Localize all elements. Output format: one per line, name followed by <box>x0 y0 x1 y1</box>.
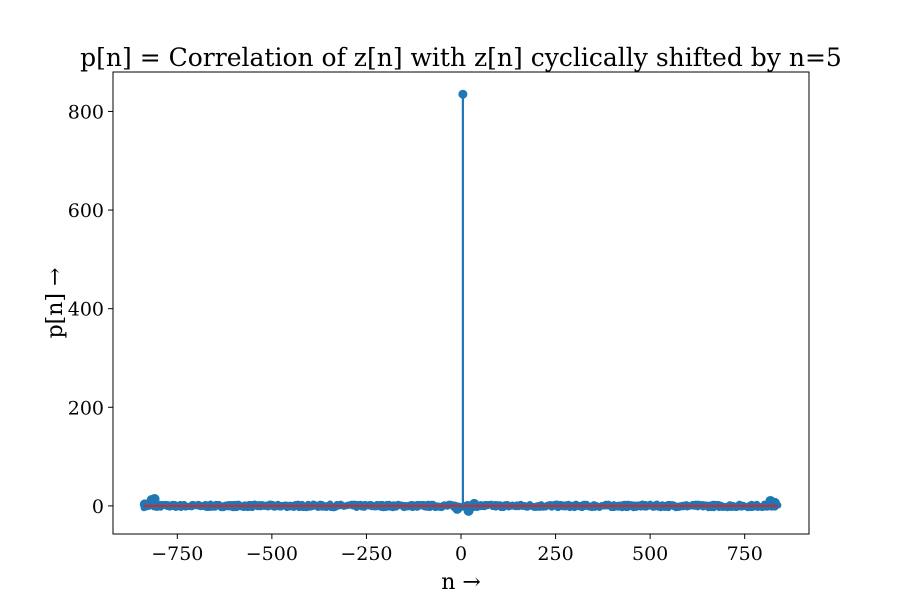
x-tick-label: −750 <box>151 543 203 565</box>
y-tick-label: 800 <box>68 101 104 123</box>
x-tick-label: −500 <box>246 543 298 565</box>
chart-title: p[n] = Correlation of z[n] with z[n] cyc… <box>80 43 842 72</box>
y-tick-label: 400 <box>68 299 104 321</box>
plot-area <box>139 89 782 516</box>
x-tick-label: 0 <box>455 543 467 565</box>
y-tick-label: 200 <box>68 397 104 419</box>
peak-marker <box>458 89 468 99</box>
stem-marker <box>149 493 160 504</box>
axes-frame <box>112 71 810 535</box>
y-tick-label: 0 <box>92 496 104 518</box>
y-axis-label: p[n] → <box>43 268 68 339</box>
stem-marker <box>463 505 474 516</box>
x-tick-label: 750 <box>727 543 763 565</box>
x-axis-label: n → <box>441 570 481 595</box>
x-axis: −750 −500 −250 0 250 500 750 <box>151 534 763 565</box>
stem-marker <box>139 499 150 510</box>
x-tick-label: 500 <box>632 543 668 565</box>
stem-marker <box>469 498 480 509</box>
y-tick-label: 600 <box>68 200 104 222</box>
y-axis: 0 200 400 600 800 <box>68 101 113 518</box>
x-tick-label: −250 <box>340 543 392 565</box>
x-tick-label: 250 <box>537 543 573 565</box>
